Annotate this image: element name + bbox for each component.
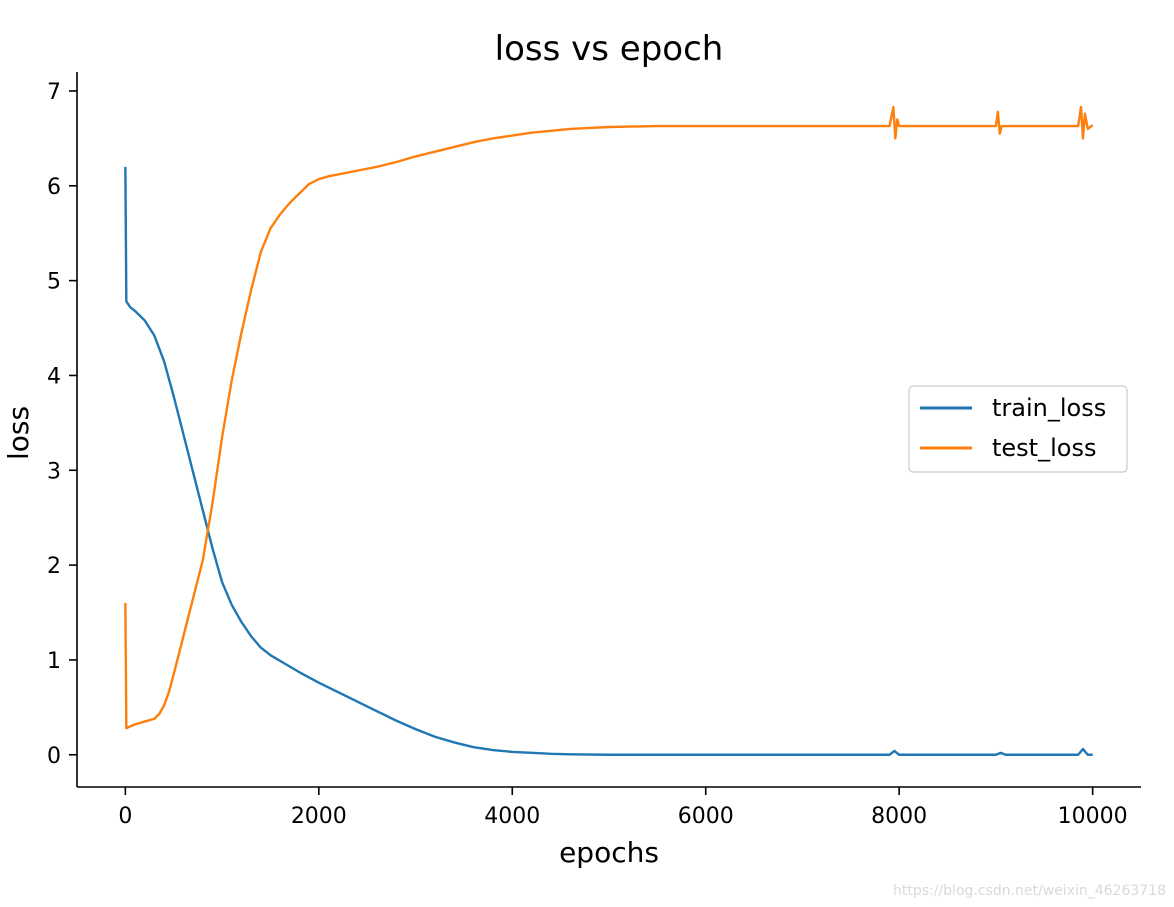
y-tick-label: 5 (47, 270, 61, 295)
y-tick-label: 3 (47, 459, 61, 484)
y-tick-label: 2 (47, 554, 61, 579)
series-lines (124, 105, 1094, 756)
x-tick-label: 10000 (1058, 804, 1128, 829)
y-axis-label: loss (2, 406, 35, 460)
chart-title: loss vs epoch (495, 29, 724, 69)
y-tick-label: 7 (47, 80, 61, 105)
y-tick-label: 6 (47, 175, 61, 200)
x-tick-label: 8000 (871, 804, 927, 829)
legend-label-train-loss: train_loss (992, 394, 1106, 422)
watermark-text: https://blog.csdn.net/weixin_46263718 (892, 883, 1166, 899)
x-tick-label: 2000 (291, 804, 347, 829)
y-tick-label: 0 (47, 744, 61, 769)
x-tick-label: 6000 (678, 804, 734, 829)
y-tick-label: 1 (47, 649, 61, 674)
legend-label-test-loss: test_loss (992, 434, 1096, 462)
x-tick-label: 0 (118, 804, 132, 829)
x-tick-label: 4000 (484, 804, 540, 829)
legend: train_loss test_loss (908, 385, 1128, 473)
series-line-train-loss (124, 166, 1093, 756)
y-ticks: 0 1 2 3 4 5 6 7 (47, 80, 77, 769)
x-ticks: 0 2000 4000 6000 8000 10000 (118, 787, 1128, 829)
series-line-test-loss (124, 105, 1094, 730)
y-tick-label: 4 (47, 364, 61, 389)
x-axis-label: epochs (559, 836, 659, 869)
